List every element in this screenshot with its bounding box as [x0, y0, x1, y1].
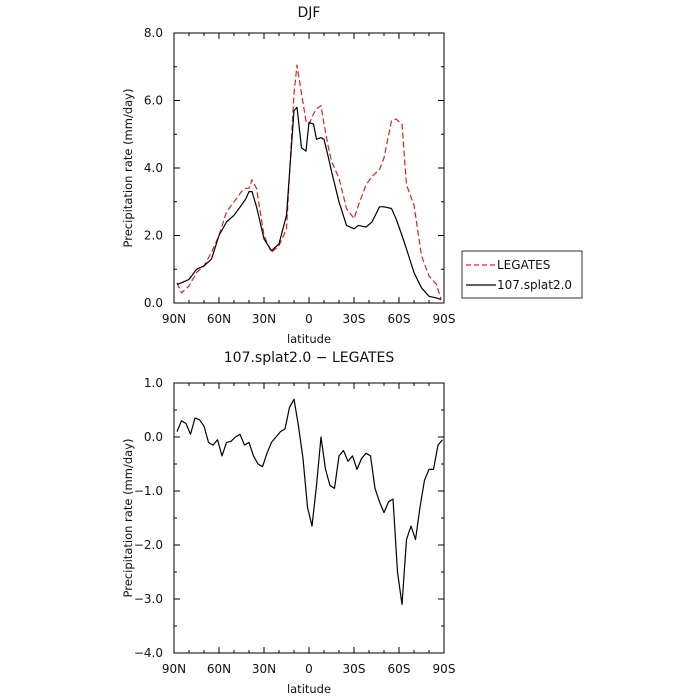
y-tick-label: −4.0 [134, 646, 163, 660]
top-panel: DJF 90N 60N 30N 0 30S 60S 90S 0.0 2.0 4.0 6.0 8.0 lat… [121, 5, 583, 346]
x-tick-label: 30S [343, 312, 366, 326]
y-tick-label: −2.0 [134, 538, 163, 552]
y-tick-label: 4.0 [144, 161, 163, 175]
x-tick-label: 0 [305, 662, 313, 676]
y-tick-label: 8.0 [144, 26, 163, 40]
series-line-107-splat2-0 [176, 106, 442, 301]
plot-frame [173, 32, 445, 304]
legend-box [461, 250, 583, 299]
y-tick-label: −1.0 [134, 484, 163, 498]
x-tick-label: 60N [207, 662, 231, 676]
y-tick-label: 0.0 [144, 296, 163, 310]
x-tick-label: 30N [252, 662, 276, 676]
x-tick-label: 60S [388, 662, 411, 676]
y-tick-label: 1.0 [144, 376, 163, 390]
bottom-panel: 107.splat2.0 − LEGATES 90N 60N 30N 0 30S 60S 90… [121, 350, 455, 696]
x-tick-label: 90N [162, 312, 186, 326]
y-axis-label: Precipitation rate (mm/day) [121, 439, 135, 598]
y-axis-label: Precipitation rate (mm/day) [121, 89, 135, 248]
x-tick-label: 90S [433, 662, 456, 676]
x-tick-label: 60N [207, 312, 231, 326]
y-tick-label: 2.0 [144, 229, 163, 243]
series-line-0 [176, 398, 443, 606]
y-tick-label: 0.0 [144, 430, 163, 444]
y-tick-label: −3.0 [134, 592, 163, 606]
legend-label: LEGATES [497, 258, 550, 272]
y-tick-label: 6.0 [144, 94, 163, 108]
chart-title: 107.splat2.0 − LEGATES [224, 350, 395, 366]
plot-frame [173, 382, 445, 654]
x-tick-label: 60S [388, 312, 411, 326]
x-tick-label: 90N [162, 662, 186, 676]
chart-title: DJF [298, 5, 321, 21]
x-axis-label: latitude [287, 332, 331, 346]
x-tick-label: 90S [433, 312, 456, 326]
x-tick-label: 30S [343, 662, 366, 676]
x-tick-label: 0 [305, 312, 313, 326]
series-line-legates [176, 64, 442, 300]
legend-label: 107.splat2.0 [497, 278, 572, 292]
x-tick-label: 30N [252, 312, 276, 326]
x-axis-label: latitude [287, 682, 331, 696]
